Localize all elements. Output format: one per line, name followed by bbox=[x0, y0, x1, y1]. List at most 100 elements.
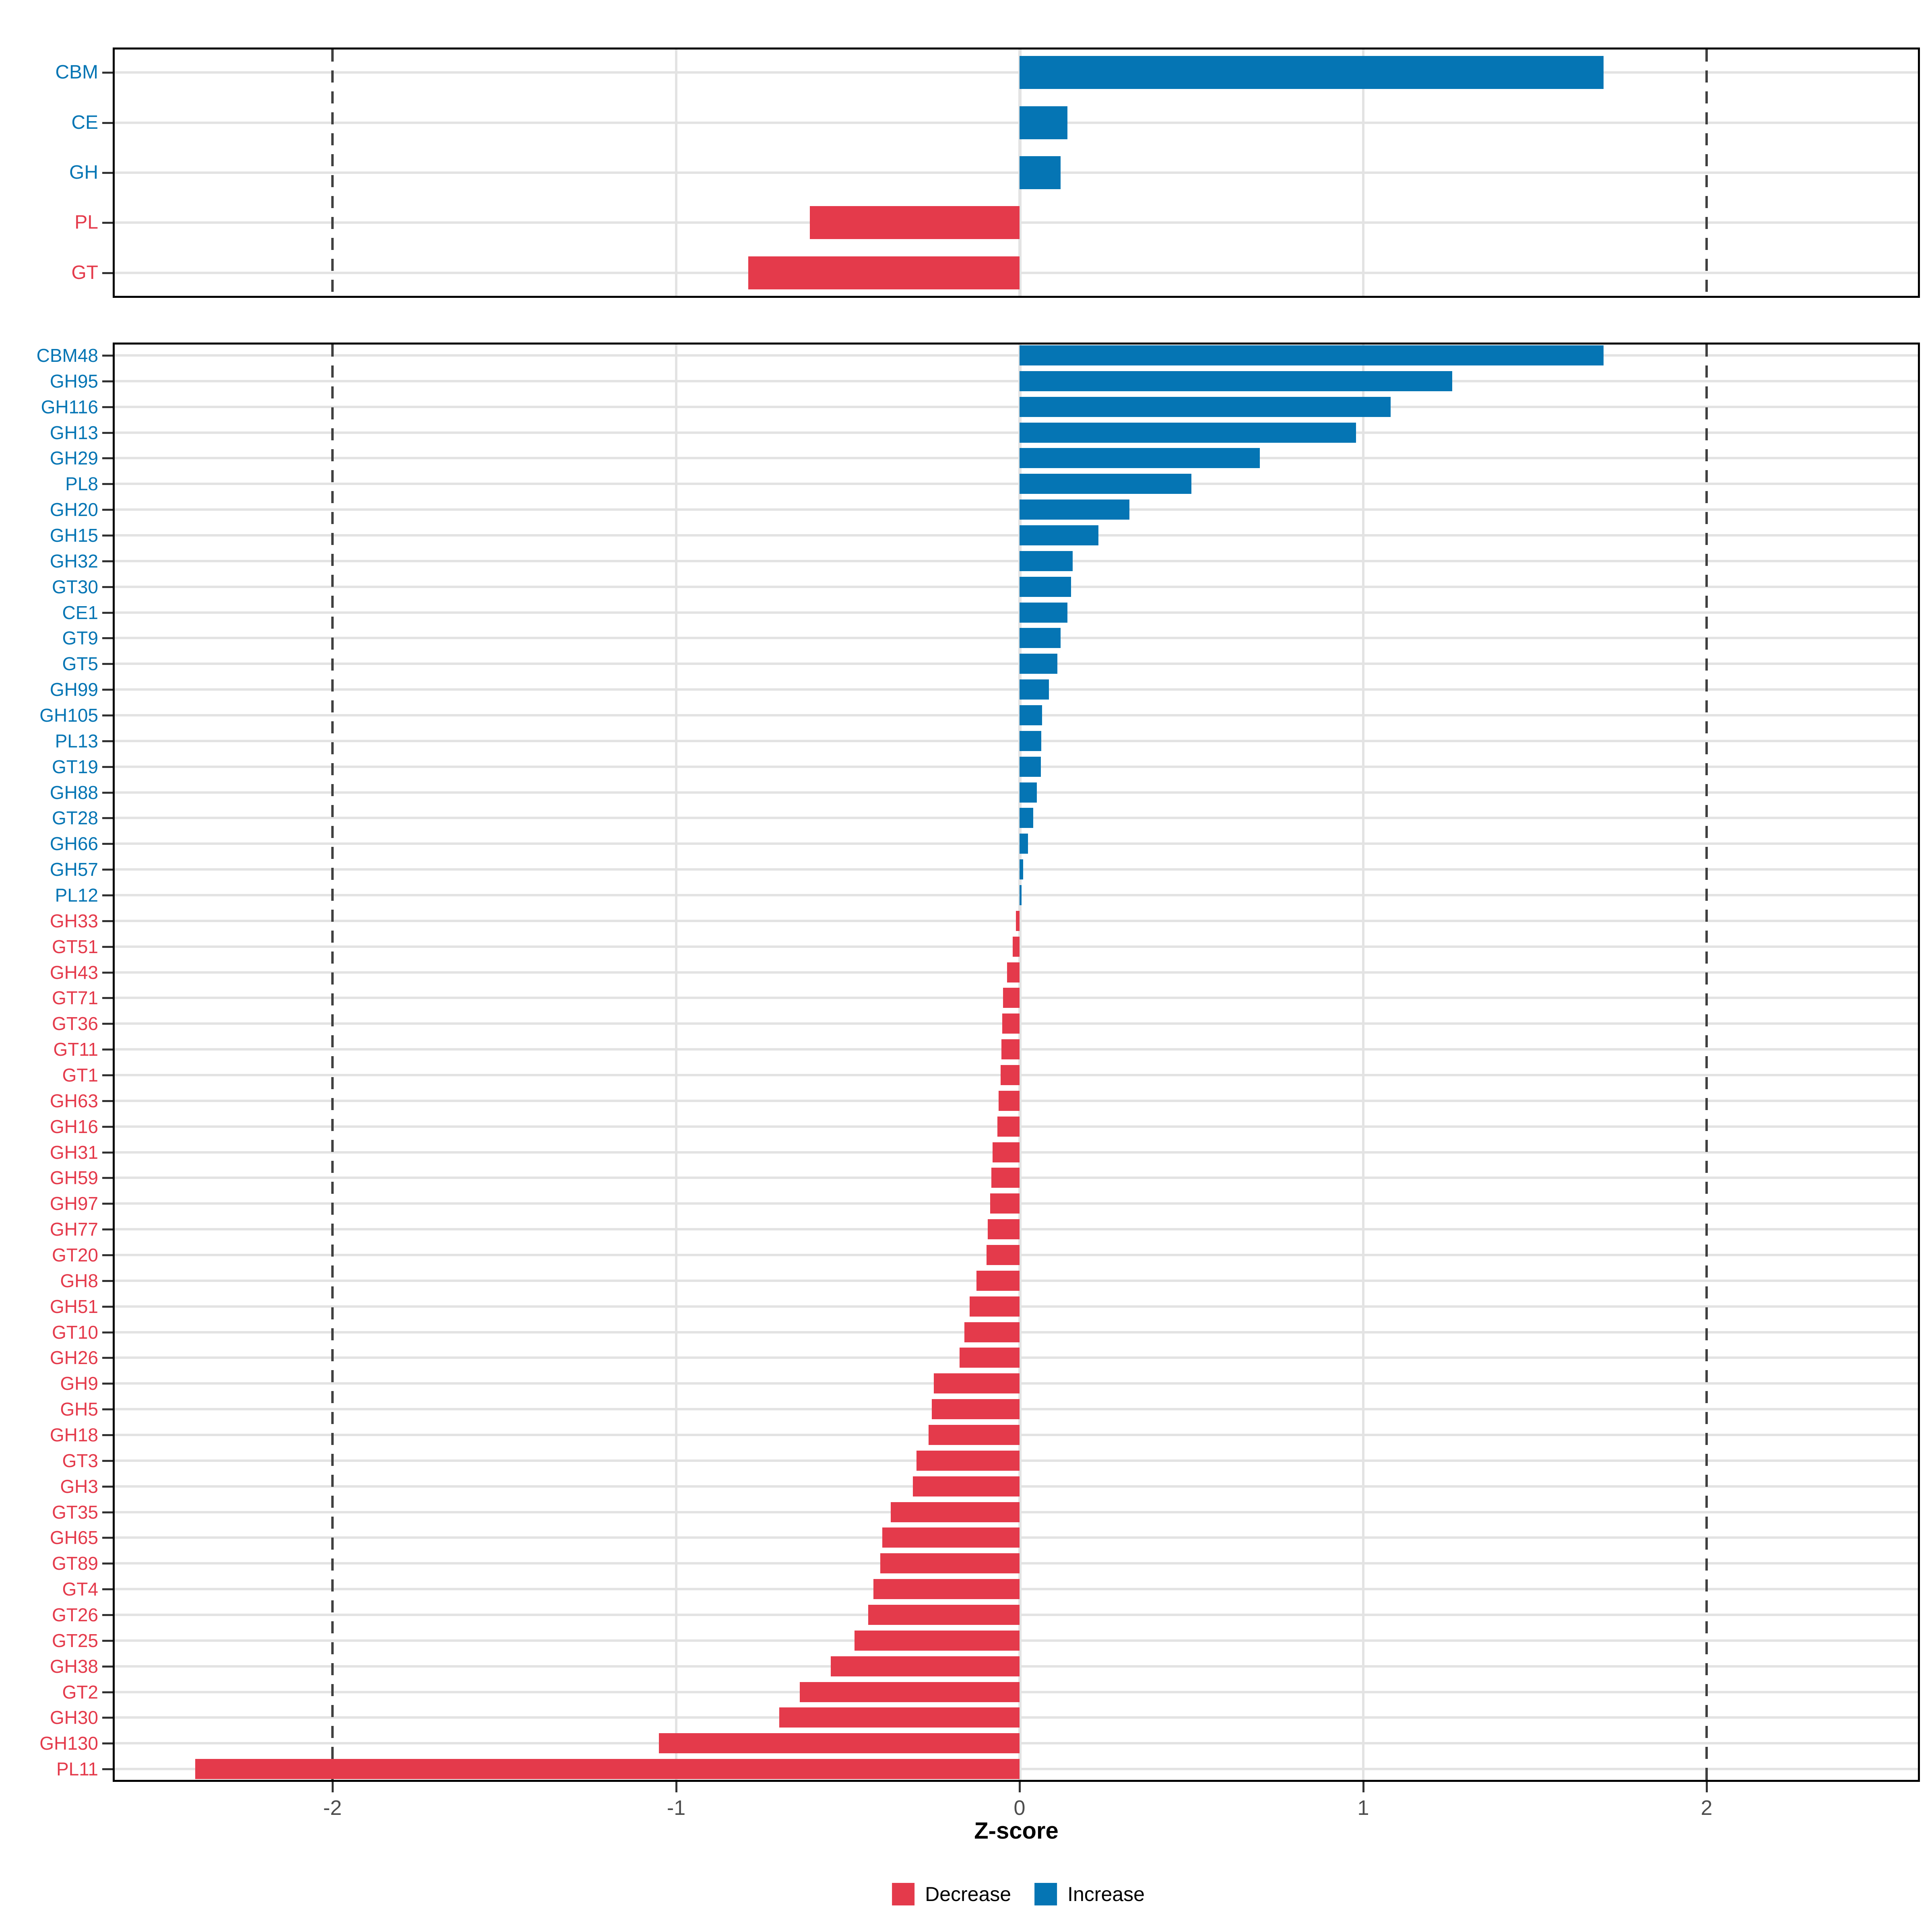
y-tick-mark bbox=[102, 172, 113, 174]
horizontal-gridline bbox=[115, 122, 1918, 124]
bar-GH38 bbox=[831, 1656, 1020, 1676]
bar-GT11 bbox=[1001, 1039, 1020, 1059]
vertical-gridline bbox=[675, 50, 677, 296]
horizontal-gridline bbox=[115, 611, 1918, 614]
bar-GT10 bbox=[964, 1322, 1020, 1342]
horizontal-gridline bbox=[115, 171, 1918, 174]
y-label-GT9: GT9 bbox=[62, 627, 98, 648]
y-label-GH38: GH38 bbox=[50, 1656, 98, 1677]
y-tick-mark bbox=[102, 1408, 113, 1410]
y-label-GH8: GH8 bbox=[60, 1270, 98, 1291]
x-tick-mark bbox=[1019, 1782, 1021, 1792]
y-tick-mark bbox=[102, 355, 113, 357]
bar-GH57 bbox=[1020, 859, 1023, 879]
y-label-GT89: GT89 bbox=[52, 1553, 98, 1574]
bar-GH16 bbox=[997, 1117, 1020, 1137]
y-tick-mark bbox=[102, 1280, 113, 1282]
y-label-GH99: GH99 bbox=[50, 679, 98, 700]
y-tick-mark bbox=[102, 792, 113, 794]
y-tick-mark bbox=[102, 1434, 113, 1436]
y-tick-mark bbox=[102, 1074, 113, 1076]
vertical-gridline bbox=[675, 345, 677, 1780]
y-tick-mark bbox=[102, 869, 113, 871]
x-tick-mark bbox=[332, 1782, 334, 1792]
bar-GH43 bbox=[1007, 962, 1020, 983]
horizontal-gridline bbox=[115, 560, 1918, 562]
bar-GT35 bbox=[891, 1502, 1020, 1522]
horizontal-gridline bbox=[115, 868, 1918, 871]
y-tick-mark bbox=[102, 1023, 113, 1025]
horizontal-gridline bbox=[115, 380, 1918, 382]
bottom-panel bbox=[113, 343, 1920, 1782]
horizontal-gridline bbox=[115, 766, 1918, 768]
horizontal-gridline bbox=[115, 663, 1918, 665]
y-tick-mark bbox=[102, 122, 113, 124]
y-tick-mark bbox=[102, 1717, 113, 1719]
bar-GT2 bbox=[800, 1682, 1020, 1702]
y-label-GT30: GT30 bbox=[52, 576, 98, 597]
y-label-GT: GT bbox=[71, 262, 98, 283]
y-label-GH77: GH77 bbox=[50, 1219, 98, 1240]
y-tick-mark bbox=[102, 766, 113, 768]
y-tick-mark bbox=[102, 432, 113, 434]
x-axis-title: Z-score bbox=[974, 1818, 1059, 1844]
bar-GH77 bbox=[988, 1219, 1020, 1239]
y-tick-mark bbox=[102, 509, 113, 511]
bar-GT28 bbox=[1020, 808, 1033, 828]
bar-GH65 bbox=[882, 1527, 1020, 1548]
y-tick-mark bbox=[102, 1537, 113, 1539]
y-label-GH32: GH32 bbox=[50, 551, 98, 572]
bar-CBM bbox=[1020, 56, 1604, 89]
y-tick-mark bbox=[102, 946, 113, 948]
y-tick-mark bbox=[102, 663, 113, 665]
y-label-GH59: GH59 bbox=[50, 1167, 98, 1188]
legend-label-decrease: Decrease bbox=[925, 1883, 1011, 1905]
y-label-GH15: GH15 bbox=[50, 525, 98, 546]
bar-GT3 bbox=[916, 1451, 1020, 1471]
y-label-GH31: GH31 bbox=[50, 1142, 98, 1163]
bar-GT26 bbox=[868, 1605, 1020, 1625]
horizontal-gridline bbox=[115, 688, 1918, 691]
y-tick-mark bbox=[102, 535, 113, 537]
y-tick-mark bbox=[102, 1331, 113, 1333]
bar-PL bbox=[810, 206, 1020, 239]
x-tick-label--2: -2 bbox=[323, 1796, 342, 1820]
y-tick-mark bbox=[102, 1228, 113, 1230]
horizontal-gridline bbox=[115, 354, 1918, 357]
y-tick-mark bbox=[102, 612, 113, 614]
y-label-PL8: PL8 bbox=[65, 473, 98, 494]
y-tick-mark bbox=[102, 1049, 113, 1051]
vertical-gridline bbox=[1362, 345, 1364, 1780]
y-label-GH105: GH105 bbox=[39, 705, 98, 726]
y-tick-mark bbox=[102, 1203, 113, 1205]
y-label-GH130: GH130 bbox=[39, 1733, 98, 1754]
bar-GT5 bbox=[1020, 654, 1057, 674]
bar-GH9 bbox=[934, 1373, 1020, 1393]
bar-GT71 bbox=[1003, 988, 1020, 1008]
y-tick-mark bbox=[102, 817, 113, 819]
bar-PL13 bbox=[1020, 731, 1041, 751]
y-tick-mark bbox=[102, 1460, 113, 1462]
bar-GH5 bbox=[932, 1399, 1020, 1419]
y-label-GH29: GH29 bbox=[50, 448, 98, 469]
horizontal-gridline bbox=[115, 842, 1918, 845]
y-label-GH18: GH18 bbox=[50, 1424, 98, 1445]
y-label-CE1: CE1 bbox=[62, 602, 98, 623]
x-tick-mark bbox=[1706, 1782, 1708, 1792]
bar-PL11 bbox=[195, 1759, 1020, 1779]
bar-GH66 bbox=[1020, 834, 1028, 854]
y-label-GT19: GT19 bbox=[52, 756, 98, 777]
horizontal-gridline bbox=[115, 457, 1918, 459]
y-tick-mark bbox=[102, 1588, 113, 1590]
y-label-GT10: GT10 bbox=[52, 1322, 98, 1343]
x-tick-label-0: 0 bbox=[1013, 1796, 1026, 1820]
y-tick-mark bbox=[102, 1357, 113, 1359]
dashed-guideline bbox=[331, 345, 334, 1780]
bar-GH30 bbox=[779, 1707, 1020, 1728]
y-label-GH43: GH43 bbox=[50, 962, 98, 983]
bar-GH32 bbox=[1020, 551, 1073, 571]
y-label-GH26: GH26 bbox=[50, 1347, 98, 1368]
y-tick-mark bbox=[102, 1177, 113, 1179]
decrease-swatch-icon bbox=[892, 1883, 915, 1905]
